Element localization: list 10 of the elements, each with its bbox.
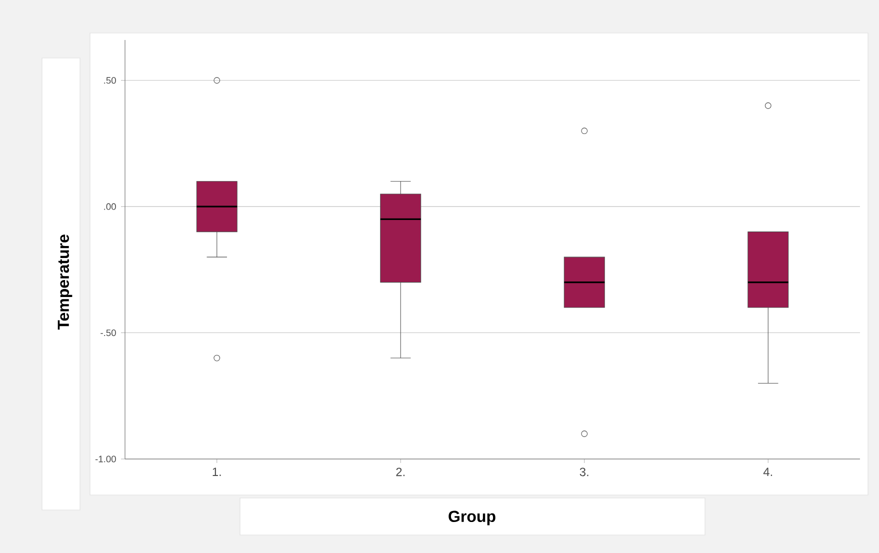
x-tick-label: 4. xyxy=(763,468,772,476)
x-axis-title: Group xyxy=(448,510,496,526)
y-axis-title: Temperature xyxy=(58,234,72,330)
y-tick-label: -1.00 xyxy=(95,456,116,462)
x-tick-label: 1. xyxy=(212,468,221,476)
x-tick-label: 2. xyxy=(396,468,405,476)
y-tick-label: -.50 xyxy=(100,329,116,336)
y-tick-label: .50 xyxy=(104,77,116,84)
x-tick-label: 3. xyxy=(580,468,588,476)
y-tick-label: .00 xyxy=(104,203,116,210)
